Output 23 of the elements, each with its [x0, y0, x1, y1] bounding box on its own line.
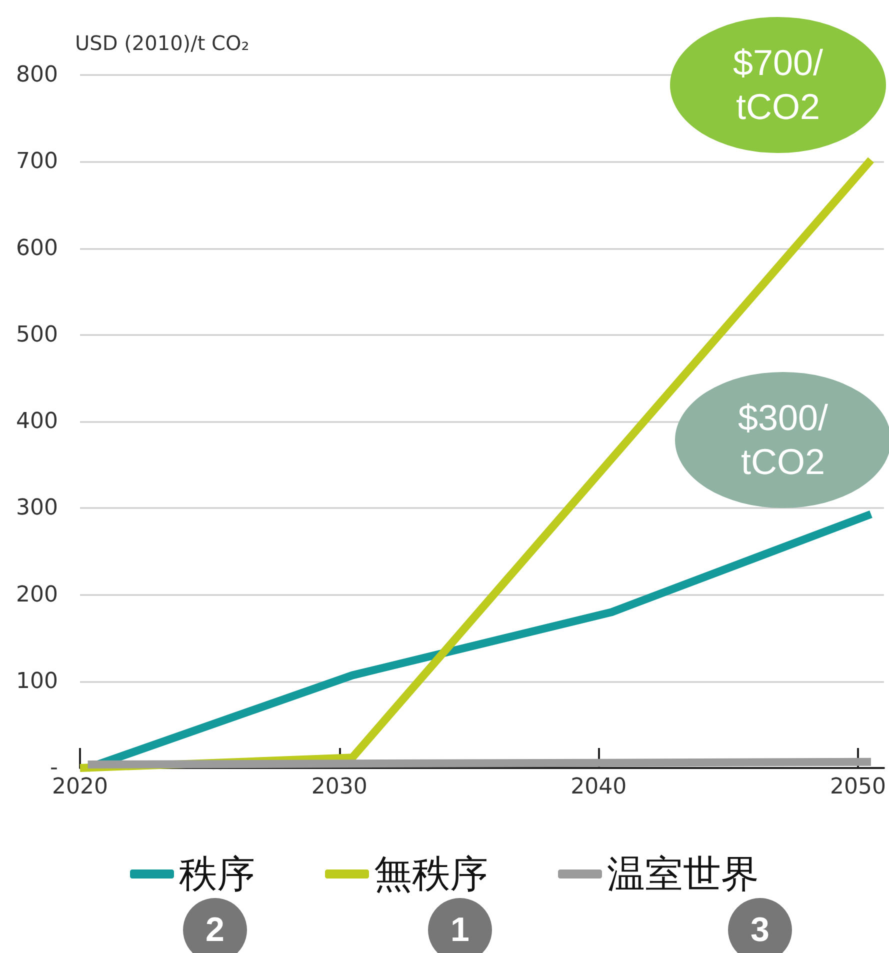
- text: 3: [750, 911, 770, 949]
- y-tick-label: 500: [16, 322, 58, 348]
- annotation: $300/ tCO2: [738, 396, 828, 484]
- y-tick-label: 400: [16, 409, 58, 434]
- oval-badge: $700/ tCO2: [670, 17, 886, 153]
- x-tick-label: 2020: [52, 774, 108, 800]
- annotation: $700/ tCO2: [732, 41, 824, 129]
- y-axis-title: USD (2010)/t CO₂: [75, 31, 250, 55]
- y-tick-label: 300: [16, 496, 58, 521]
- y-tick-label: 600: [16, 236, 58, 261]
- oval-badge: $300/ tCO2: [675, 372, 889, 508]
- text: 2: [206, 911, 224, 949]
- legend-label: 無秩序: [374, 852, 488, 896]
- x-tick-label: 2040: [570, 774, 627, 800]
- y-tick-label: 100: [16, 668, 58, 694]
- y-tick-label: 200: [16, 582, 58, 608]
- y-tick-label: 700: [16, 149, 58, 174]
- text: 1: [450, 911, 470, 949]
- legend-label: 秩序: [179, 852, 255, 896]
- x-tick-label: 2050: [830, 774, 886, 800]
- y-tick-label: 800: [16, 62, 58, 88]
- legend-label: 温室世界: [607, 852, 759, 896]
- x-tick-label: 2030: [311, 774, 368, 800]
